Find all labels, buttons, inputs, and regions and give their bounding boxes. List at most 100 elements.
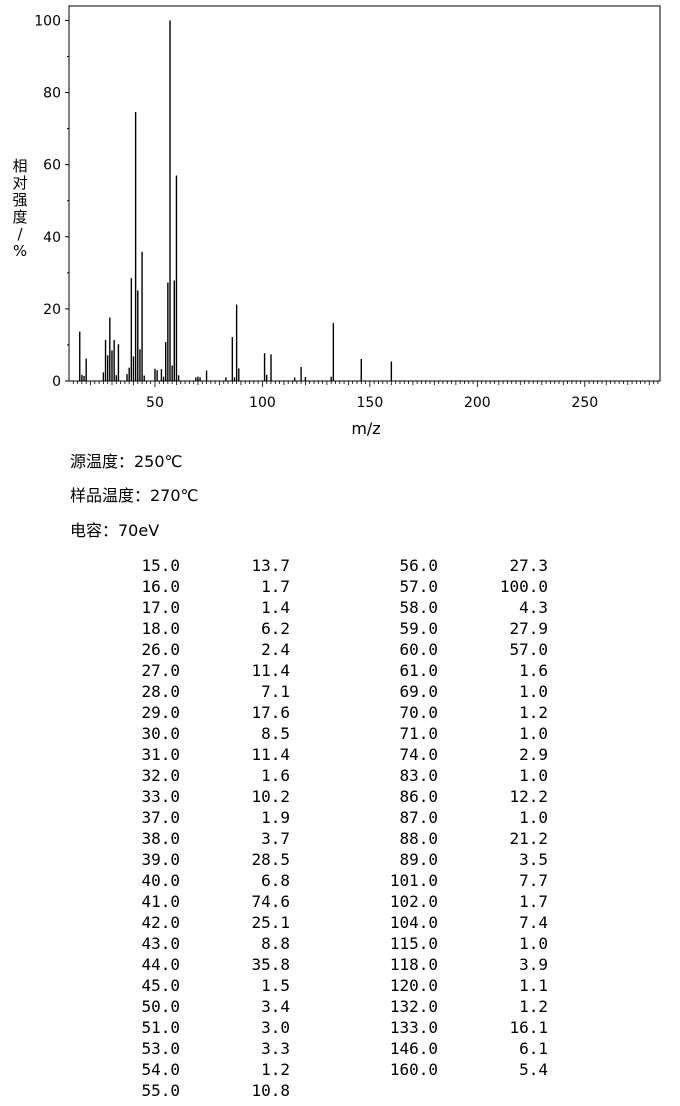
table-row: 74.0 2.9 [370, 744, 548, 765]
mz-value: 56.0 [399, 556, 438, 575]
y-tick-label: 80 [43, 86, 61, 102]
intensity-value: 2.4 [261, 640, 290, 659]
table-row: 58.0 4.3 [370, 597, 548, 618]
intensity-value: 1.2 [519, 703, 548, 722]
table-row: 54.0 1.2 [120, 1059, 290, 1080]
mz-value: 115.0 [389, 934, 438, 953]
intensity-value: 13.7 [251, 556, 290, 575]
y-label-char: 对 [12, 174, 28, 192]
table-row: 86.0 12.2 [370, 786, 548, 807]
table-row: 43.0 8.8 [120, 933, 290, 954]
mz-value: 89.0 [399, 850, 438, 869]
intensity-value: 1.7 [519, 892, 548, 911]
intensity-value: 1.0 [519, 682, 548, 701]
mass-spectrum-chart: 0 20 40 60 80 100 50 100 150 200 250 m/z [34, 5, 661, 438]
mz-value: 55.0 [141, 1081, 180, 1100]
mz-value: 37.0 [141, 808, 180, 827]
intensity-value: 3.3 [261, 1039, 290, 1058]
y-tick-label: 60 [43, 158, 61, 174]
mz-value: 132.0 [389, 997, 438, 1016]
mz-value: 41.0 [141, 892, 180, 911]
table-row: 18.0 6.2 [120, 618, 290, 639]
mz-value: 27.0 [141, 661, 180, 680]
mz-value: 53.0 [141, 1039, 180, 1058]
mz-value: 15.0 [141, 556, 180, 575]
intensity-value: 12.2 [509, 787, 548, 806]
peak-table-left: 15.0 13.7 16.0 1.7 17.0 1.4 18.0 6.2 26.0 2.4 27.0… [120, 555, 290, 1101]
plot-frame [68, 5, 661, 382]
intensity-value: 1.5 [261, 976, 290, 995]
intensity-value: 74.6 [251, 892, 290, 911]
table-row: 26.0 2.4 [120, 639, 290, 660]
table-row: 146.0 6.1 [370, 1038, 548, 1059]
intensity-value: 1.2 [261, 1060, 290, 1079]
table-row: 30.0 8.5 [120, 723, 290, 744]
intensity-value: 1.6 [519, 661, 548, 680]
intensity-value: 27.3 [509, 556, 548, 575]
intensity-value: 3.7 [261, 829, 290, 848]
table-row: 132.0 1.2 [370, 996, 548, 1017]
intensity-value: 8.5 [261, 724, 290, 743]
mz-value: 69.0 [399, 682, 438, 701]
table-row: 37.0 1.9 [120, 807, 290, 828]
table-row: 101.0 7.7 [370, 870, 548, 891]
mz-value: 57.0 [399, 577, 438, 596]
mz-value: 87.0 [399, 808, 438, 827]
source-temperature: 源温度：250℃ [70, 452, 183, 471]
intensity-value: 1.0 [519, 724, 548, 743]
table-row: 27.0 11.4 [120, 660, 290, 681]
intensity-value: 4.3 [519, 598, 548, 617]
table-row: 69.0 1.0 [370, 681, 548, 702]
mz-value: 71.0 [399, 724, 438, 743]
table-row: 38.0 3.7 [120, 828, 290, 849]
x-tick-label: 100 [249, 395, 276, 411]
table-row: 41.0 74.6 [120, 891, 290, 912]
table-row: 32.0 1.6 [120, 765, 290, 786]
table-row: 88.0 21.2 [370, 828, 548, 849]
intensity-value: 1.1 [519, 976, 548, 995]
mz-value: 51.0 [141, 1018, 180, 1037]
mz-value: 50.0 [141, 997, 180, 1016]
spectrum-peaks [79, 20, 393, 381]
table-row: 53.0 3.3 [120, 1038, 290, 1059]
mz-value: 60.0 [399, 640, 438, 659]
intensity-value: 1.2 [519, 997, 548, 1016]
mz-value: 70.0 [399, 703, 438, 722]
table-row: 51.0 3.0 [120, 1017, 290, 1038]
table-row: 29.0 17.6 [120, 702, 290, 723]
mz-value: 101.0 [389, 871, 438, 890]
mz-value: 59.0 [399, 619, 438, 638]
intensity-value: 6.1 [519, 1039, 548, 1058]
table-row: 57.0 100.0 [370, 576, 548, 597]
x-tick-label: 200 [464, 395, 491, 411]
mz-value: 18.0 [141, 619, 180, 638]
table-row: 120.0 1.1 [370, 975, 548, 996]
intensity-value: 10.2 [251, 787, 290, 806]
intensity-value: 100.0 [499, 577, 548, 596]
mz-value: 133.0 [389, 1018, 438, 1037]
y-tick-label: 40 [43, 230, 61, 246]
mz-value: 40.0 [141, 871, 180, 890]
y-axis-ticks: 0 20 40 60 80 100 [34, 13, 69, 390]
intensity-value: 28.5 [251, 850, 290, 869]
y-label-char: % [12, 242, 28, 260]
table-row: 118.0 3.9 [370, 954, 548, 975]
mz-value: 118.0 [389, 955, 438, 974]
intensity-value: 16.1 [509, 1018, 548, 1037]
x-axis-ticks: 50 100 150 200 250 [72, 381, 659, 411]
y-label-char: 强 [12, 191, 28, 209]
y-label-char: 度 [12, 208, 28, 226]
mz-value: 102.0 [389, 892, 438, 911]
table-row: 17.0 1.4 [120, 597, 290, 618]
table-row: 89.0 3.5 [370, 849, 548, 870]
intensity-value: 1.9 [261, 808, 290, 827]
mz-value: 160.0 [389, 1060, 438, 1079]
intensity-value: 27.9 [509, 619, 548, 638]
table-row: 87.0 1.0 [370, 807, 548, 828]
mz-value: 44.0 [141, 955, 180, 974]
y-axis-label: 相对强度 /% [10, 158, 30, 260]
table-row: 15.0 13.7 [120, 555, 290, 576]
intensity-value: 1.0 [519, 808, 548, 827]
mz-value: 32.0 [141, 766, 180, 785]
table-row: 55.0 10.8 [120, 1080, 290, 1101]
